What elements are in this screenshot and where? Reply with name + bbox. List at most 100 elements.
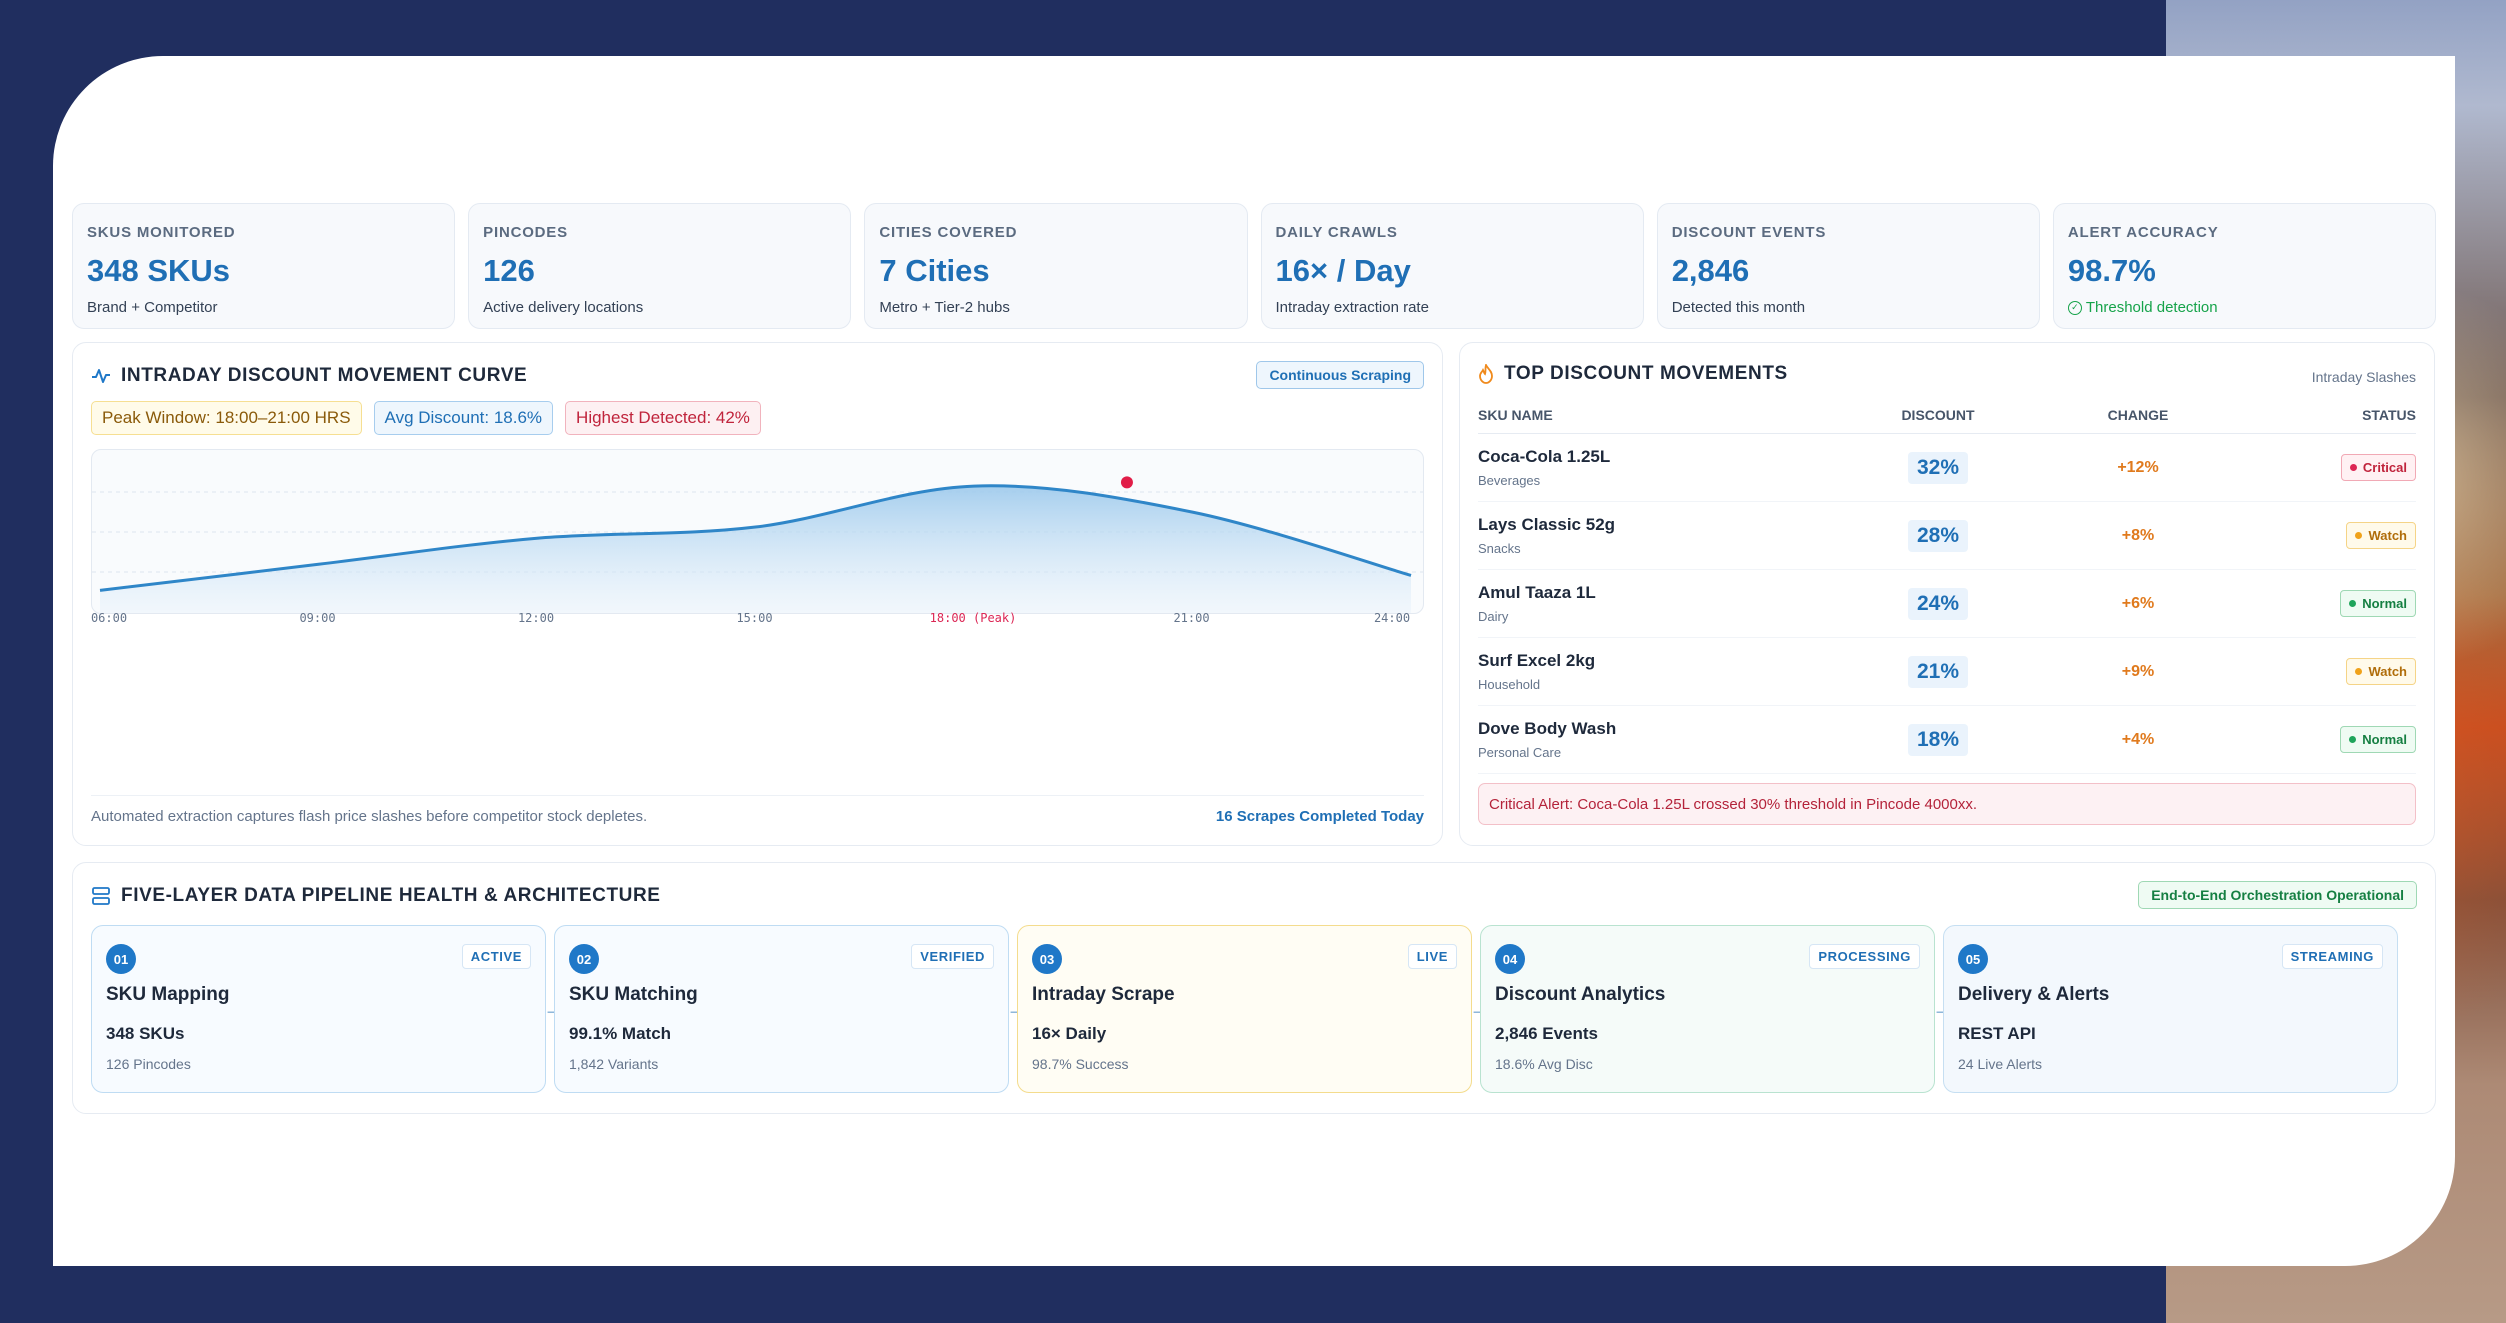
status-dot-icon: [2355, 532, 2363, 539]
chart-footer: Automated extraction captures flash pric…: [91, 795, 1424, 825]
step-value: 348 SKUs: [106, 1024, 185, 1043]
activity-icon: [92, 369, 110, 383]
peak-point: [1120, 476, 1133, 489]
discount-value: 21%: [1907, 655, 1969, 688]
step-value: REST API: [1958, 1024, 2036, 1043]
critical-alert-banner[interactable]: Critical Alert: Coca-Cola 1.25L crossed …: [1478, 783, 2416, 825]
discount-value: 28%: [1907, 519, 1969, 552]
panel-title: FIVE-LAYER DATA PIPELINE HEALTH & ARCHIT…: [91, 885, 661, 907]
flame-icon: [1479, 364, 1493, 384]
x-tick-label: 09:00: [299, 611, 336, 625]
sku-category: Dairy: [1478, 609, 1509, 624]
discount-curve-panel: INTRADAY DISCOUNT MOVEMENT CURVE Continu…: [72, 342, 1443, 846]
status-text: Watch: [2368, 664, 2407, 679]
status-badge: Normal: [2340, 726, 2416, 753]
stat-label: ALERT ACCURACY: [2067, 224, 2219, 241]
pipeline-step-sku-matching[interactable]: 02 VERIFIED SKU Matching 99.1% Match 1,8…: [554, 925, 1009, 1093]
step-sub: 126 Pincodes: [106, 1056, 191, 1072]
step-title: Delivery & Alerts: [1958, 984, 2110, 1005]
pipeline-step-discount-analytics[interactable]: 04 PROCESSING Discount Analytics 2,846 E…: [1480, 925, 1935, 1093]
table-row[interactable]: Coca-Cola 1.25L Beverages 32% +12% Critic…: [1478, 434, 2416, 502]
sku-name: Surf Excel 2kg: [1478, 651, 1596, 670]
stat-label: DAILY CRAWLS: [1275, 224, 1398, 241]
change-value: +8%: [2121, 526, 2155, 544]
stat-value: 98.7%: [2067, 253, 2156, 288]
pipeline-step-delivery-alerts[interactable]: 05 STREAMING Delivery & Alerts REST API …: [1943, 925, 2398, 1093]
stat-sub-text: Threshold detection: [2085, 299, 2218, 316]
status-dot-icon: [2349, 464, 2357, 471]
footer-text: Automated extraction captures flash pric…: [91, 808, 648, 825]
col-sku-name: SKU NAME: [1478, 407, 1553, 423]
step-number: 02: [569, 944, 599, 974]
highest-detected-tag: Highest Detected: 42%: [565, 401, 761, 435]
stat-value: 2,846: [1671, 253, 1750, 288]
step-sub: 1,842 Variants: [569, 1056, 659, 1072]
middle-row: INTRADAY DISCOUNT MOVEMENT CURVE Continu…: [72, 342, 2436, 846]
peak-window-tag: Peak Window: 18:00–21:00 HRS: [91, 401, 362, 435]
table-row[interactable]: Surf Excel 2kg Household 21% +9% Watch: [1478, 638, 2416, 706]
x-tick-label: 18:00 (Peak): [929, 611, 1017, 625]
sku-name: Lays Classic 52g: [1478, 515, 1616, 534]
pipeline-title: FIVE-LAYER DATA PIPELINE HEALTH & ARCHIT…: [121, 885, 661, 906]
curve-tags: Peak Window: 18:00–21:00 HRS Avg Discoun…: [91, 401, 761, 435]
stat-sub: Active delivery locations: [483, 299, 644, 316]
x-tick-label: 24:00: [1373, 611, 1411, 625]
discount-curve-chart: [92, 476, 1423, 613]
col-change: CHANGE: [2107, 407, 2169, 423]
status-text: Normal: [2362, 732, 2407, 747]
step-status-badge: ACTIVE: [461, 944, 531, 969]
stat-value: 7 Cities: [879, 253, 990, 288]
stat-card-skus: SKUS MONITORED 348 SKUs Brand + Competit…: [72, 203, 456, 329]
step-status-badge: PROCESSING: [1809, 944, 1920, 969]
step-number: 04: [1495, 944, 1525, 974]
step-sub: 24 Live Alerts: [1958, 1056, 2043, 1072]
pipeline-panel: FIVE-LAYER DATA PIPELINE HEALTH & ARCHIT…: [72, 862, 2436, 1114]
step-status-badge: STREAMING: [2281, 944, 2383, 969]
scrapes-completed-link[interactable]: 16 Scrapes Completed Today: [1215, 808, 1424, 825]
status-badge: Watch: [2346, 658, 2416, 685]
stat-card-accuracy: ALERT ACCURACY 98.7% ✓ Threshold detecti…: [2052, 203, 2437, 329]
change-value: +4%: [2121, 730, 2155, 748]
top-movements-panel: TOP DISCOUNT MOVEMENTS Intraday Slashes …: [1459, 342, 2435, 846]
stat-card-pincodes: PINCODES 126 Active delivery locations: [468, 203, 852, 329]
status-badge: Normal: [2340, 590, 2416, 617]
sku-name: Dove Body Wash: [1478, 719, 1617, 738]
status-text: Watch: [2368, 528, 2407, 543]
check-circle-icon: ✓: [2067, 300, 2082, 315]
step-sub: 98.7% Success: [1032, 1056, 1129, 1072]
movements-title: TOP DISCOUNT MOVEMENTS: [1504, 363, 1788, 384]
step-status-badge: LIVE: [1407, 944, 1457, 969]
chart-area: [91, 449, 1424, 614]
stat-label: DISCOUNT EVENTS: [1671, 224, 1827, 241]
sku-category: Personal Care: [1478, 745, 1562, 760]
sku-category: Snacks: [1478, 541, 1521, 556]
status-badge: Watch: [2346, 522, 2416, 549]
step-sub: 18.6% Avg Disc: [1495, 1056, 1593, 1072]
stat-sub: Metro + Tier-2 hubs: [879, 299, 1010, 316]
step-value: 16× Daily: [1032, 1024, 1107, 1043]
discount-value: 24%: [1907, 587, 1969, 620]
orchestration-status-button[interactable]: End-to-End Orchestration Operational: [2138, 881, 2417, 909]
stat-value: 16× / Day: [1275, 253, 1411, 288]
table-row[interactable]: Lays Classic 52g Snacks 28% +8% Watch: [1478, 502, 2416, 570]
table-row[interactable]: Dove Body Wash Personal Care 18% +4% Norm…: [1478, 706, 2416, 774]
continuous-scraping-button[interactable]: Continuous Scraping: [1256, 361, 1424, 389]
step-number: 01: [106, 944, 136, 974]
stat-label: SKUS MONITORED: [87, 224, 236, 241]
stat-value: 348 SKUs: [87, 253, 231, 288]
table-header: SKU NAME DISCOUNT CHANGE STATUS: [1478, 399, 2416, 434]
step-title: Intraday Scrape: [1032, 984, 1175, 1005]
stat-sub: Intraday extraction rate: [1275, 299, 1429, 316]
x-tick-label: 21:00: [1173, 611, 1210, 625]
pipeline-step-sku-mapping[interactable]: 01 ACTIVE SKU Mapping 348 SKUs 126 Pinco…: [91, 925, 546, 1093]
table-row[interactable]: Amul Taaza 1L Dairy 24% +6% Normal: [1478, 570, 2416, 638]
dashboard: SKUS MONITORED 348 SKUs Brand + Competit…: [72, 203, 2437, 1114]
x-axis-labels: 06:00 09:00 12:00 15:00 18:00 (Peak) 21:00 24:…: [91, 611, 1424, 631]
stat-cards: SKUS MONITORED 348 SKUs Brand + Competit…: [72, 203, 2437, 329]
status-text: Critical: [2362, 460, 2407, 475]
change-value: +6%: [2121, 594, 2155, 612]
pipeline-step-intraday-scrape[interactable]: 03 LIVE Intraday Scrape 16× Daily 98.7% …: [1017, 925, 1472, 1093]
x-tick-label: 06:00: [90, 611, 128, 625]
x-tick-label: 12:00: [517, 611, 555, 625]
status-text: Normal: [2362, 596, 2407, 611]
